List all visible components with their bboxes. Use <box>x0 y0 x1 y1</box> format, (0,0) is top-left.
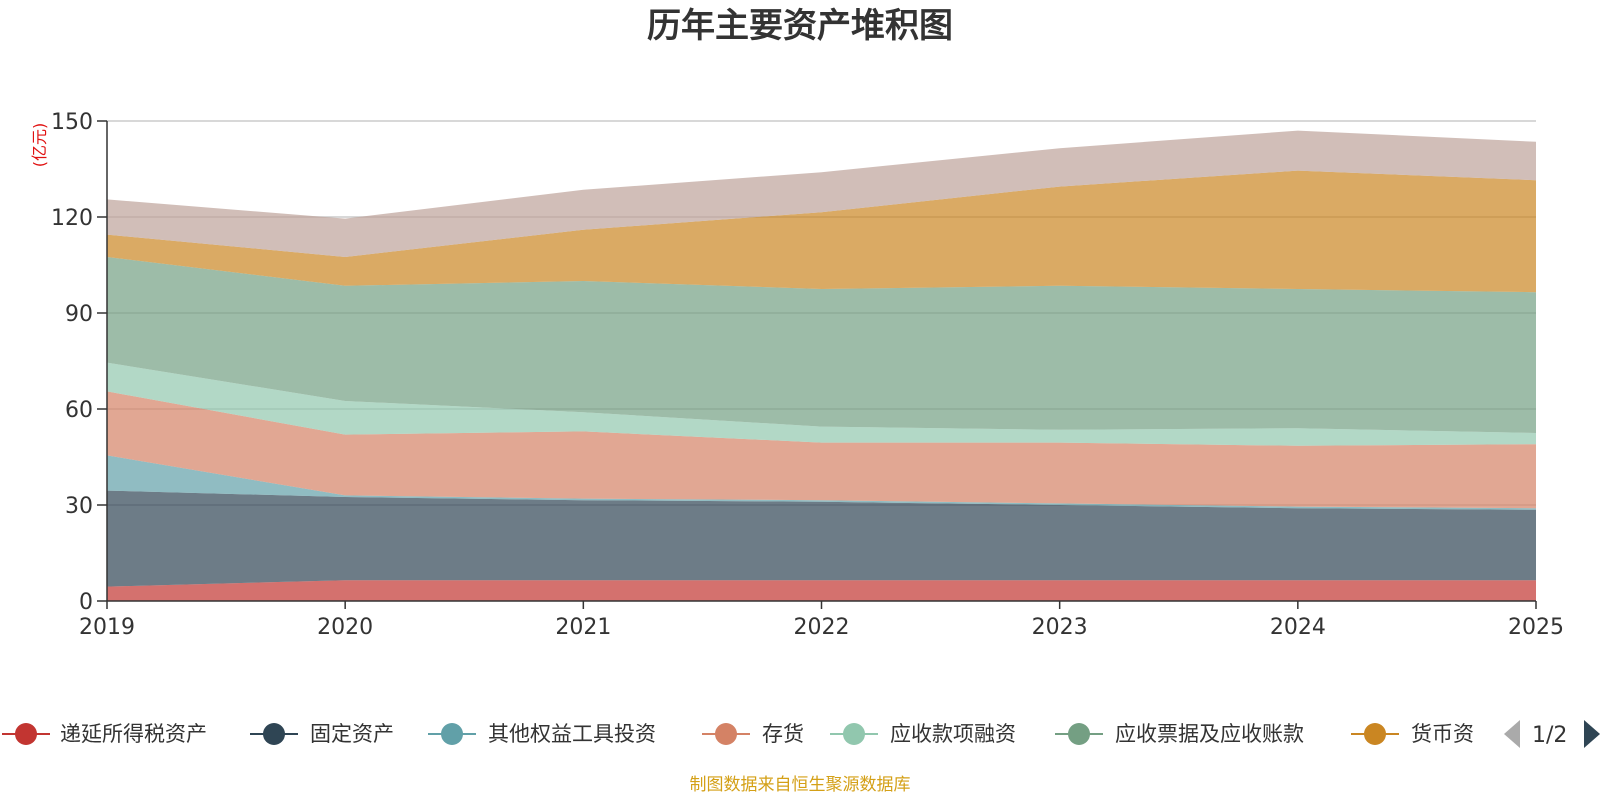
data-source-note: 制图数据来自恒生聚源数据库 <box>690 775 911 795</box>
legend-label: 应收票据及应收账款 <box>1115 722 1304 746</box>
x-tick-label: 2021 <box>555 615 611 640</box>
legend-marker-icon <box>1364 723 1386 745</box>
x-tick-label: 2020 <box>317 615 373 640</box>
area-series-4 <box>107 391 1536 509</box>
chart-title: 历年主要资产堆积图 <box>647 6 953 46</box>
legend-marker-icon <box>715 723 737 745</box>
y-tick-label: 60 <box>65 398 93 423</box>
legend-marker-icon <box>263 723 285 745</box>
y-tick-label: 0 <box>79 590 93 615</box>
y-tick-label: 120 <box>51 206 93 231</box>
legend-item-2[interactable]: 固定资产 <box>250 722 394 746</box>
legend-page-indicator: 1/2 <box>1532 723 1567 748</box>
legend-label: 应收款项融资 <box>890 722 1016 746</box>
legend-prev-icon[interactable] <box>1504 720 1520 748</box>
y-tick-label: 30 <box>65 494 93 519</box>
legend-item-6[interactable]: 应收票据及应收账款 <box>1055 722 1304 746</box>
legend: 递延所得税资产 固定资产 其他权益工具投资 存货 应收款项融资 应收票据及应收账款 货币资 <box>2 722 1474 746</box>
legend-label: 存货 <box>762 722 804 746</box>
legend-marker-icon <box>1068 723 1090 745</box>
area-series-7 <box>107 170 1536 293</box>
y-axis-unit: (亿元) <box>30 123 49 168</box>
area-series-2 <box>107 490 1536 587</box>
legend-marker-icon <box>15 723 37 745</box>
legend-item-1[interactable]: 递延所得税资产 <box>2 722 207 746</box>
x-tick-label: 2023 <box>1032 615 1088 640</box>
legend-label: 固定资产 <box>310 722 394 746</box>
legend-item-4[interactable]: 存货 <box>702 722 804 746</box>
x-tick-label: 2024 <box>1270 615 1326 640</box>
legend-pager: 1/2 <box>1504 720 1600 748</box>
legend-marker-icon <box>843 723 865 745</box>
legend-label: 货币资 <box>1411 722 1474 746</box>
legend-item-3[interactable]: 其他权益工具投资 <box>428 722 656 746</box>
area-series-8 <box>107 130 1536 257</box>
x-tick-label: 2019 <box>79 615 135 640</box>
axes: 0 30 60 90 120 150 2019 2020 2021 2022 2023 2024 202… <box>51 110 1564 640</box>
y-tick-label: 90 <box>65 302 93 327</box>
y-tick-label: 150 <box>51 110 93 135</box>
area-series-5 <box>107 362 1536 446</box>
x-tick-label: 2025 <box>1508 615 1564 640</box>
area-series <box>107 130 1536 601</box>
legend-item-5[interactable]: 应收款项融资 <box>830 722 1016 746</box>
area-series-6 <box>107 257 1536 433</box>
legend-next-icon[interactable] <box>1584 720 1600 748</box>
legend-label: 其他权益工具投资 <box>488 722 656 746</box>
x-tick-label: 2022 <box>794 615 850 640</box>
legend-label: 递延所得税资产 <box>60 722 207 746</box>
area-series-1 <box>107 580 1536 601</box>
legend-marker-icon <box>441 723 463 745</box>
legend-item-7[interactable]: 货币资 <box>1351 722 1474 746</box>
